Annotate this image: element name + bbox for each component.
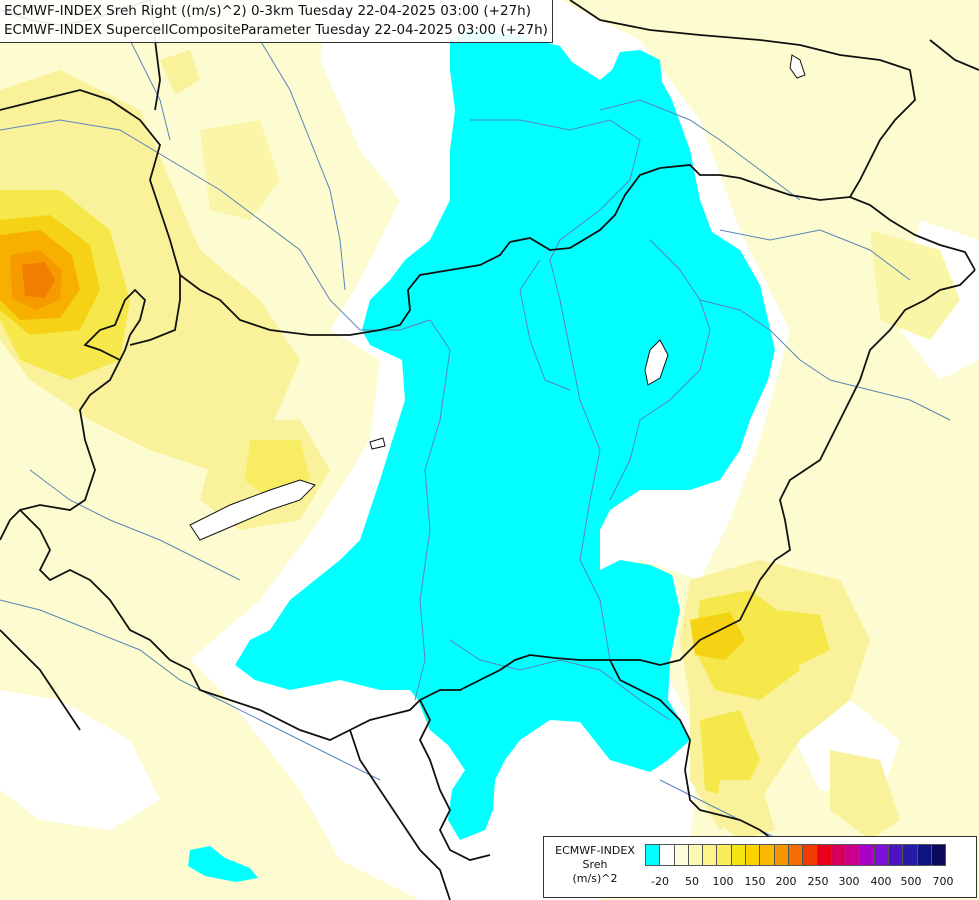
legend-tick-label: 200 [775,875,797,888]
legend-swatch [830,844,847,866]
legend-variable: Sreh [582,858,608,871]
legend-swatch [716,844,732,866]
legend-tick-label: -20 [651,875,669,888]
legend-source: ECMWF-INDEX [555,844,635,857]
legend-swatch [888,844,904,866]
lakes [189,54,806,541]
legend-swatch [873,844,890,866]
legend-tick-label: 400 [870,875,892,888]
title-line-1: ECMWF-INDEX Sreh Right ((m/s)^2) 0-3km T… [4,3,531,19]
legend-swatch [802,844,818,866]
cyan-small-patch [188,846,258,882]
legend-tick-label: 100 [712,875,734,888]
map-title-box: ECMWF-INDEX Sreh Right ((m/s)^2) 0-3km T… [0,0,553,43]
legend-ticks: -20 50 100 150 200 250 300 400 500 700 [645,875,971,891]
legend-swatch [745,844,761,866]
legend-tick-label: 700 [932,875,954,888]
legend-swatch [702,844,718,866]
legend-swatch [759,844,775,866]
legend-swatch [645,844,661,866]
legend-tick-label: 150 [744,875,766,888]
legend-caption: ECMWF-INDEX Sreh (m/s)^2 [548,844,642,886]
legend-tick-label: 250 [807,875,829,888]
legend-swatch [687,844,704,866]
yellow-zones [0,50,960,840]
legend-tick-label: 500 [900,875,922,888]
legend-tick-label: 300 [838,875,860,888]
cyan-negative-area [235,30,775,840]
legend-swatch [930,844,947,866]
legend-unit: (m/s)^2 [572,872,618,885]
legend-swatch [787,844,804,866]
legend-swatch [673,844,689,866]
legend-swatch [859,844,875,866]
legend-swatch [773,844,789,866]
legend-swatch [730,844,747,866]
legend-tick-label: 50 [685,875,699,888]
title-line-2: ECMWF-INDEX SupercellCompositeParameter … [4,22,548,38]
legend-swatches [645,844,947,866]
legend-swatch [916,844,932,866]
legend-swatch [659,844,675,866]
legend-swatch [845,844,861,866]
color-legend: ECMWF-INDEX Sreh (m/s)^2 -20 50 100 150 200 2… [543,836,977,898]
legend-swatch [902,844,918,866]
legend-swatch [816,844,832,866]
